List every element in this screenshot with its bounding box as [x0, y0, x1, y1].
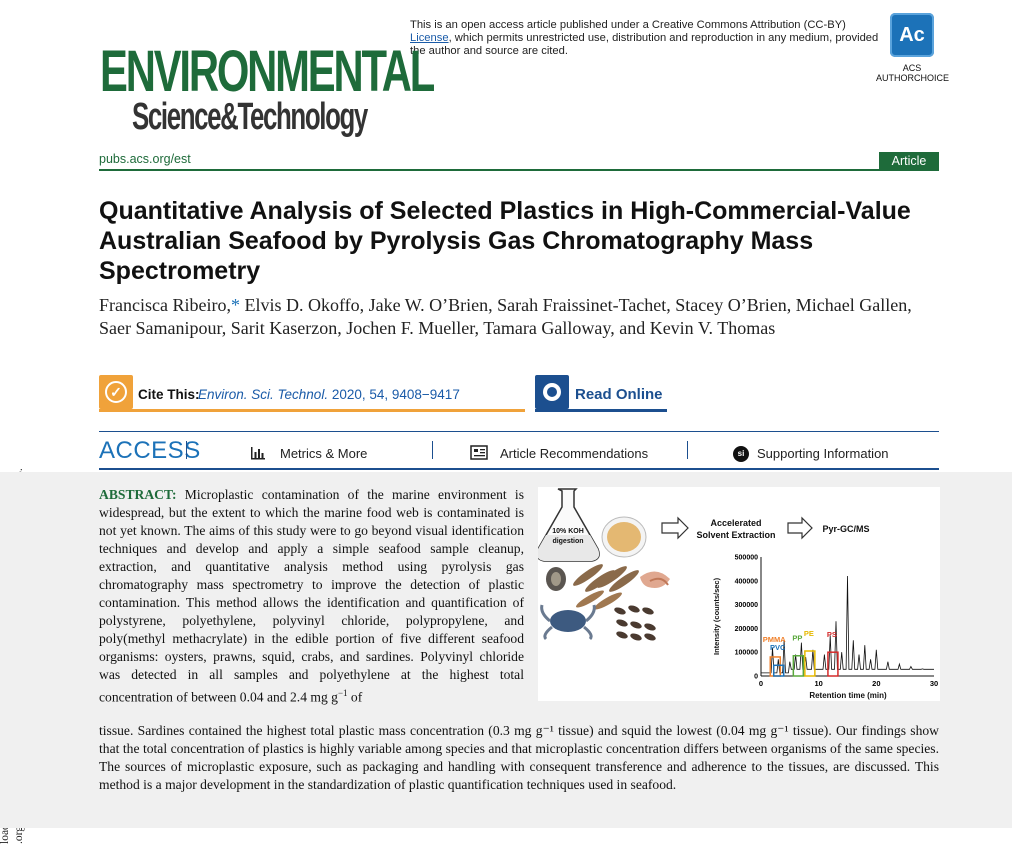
chart-x-tick: 30: [930, 679, 938, 688]
citation-link[interactable]: Environ. Sci. Technol. 2020, 54, 9408−94…: [198, 387, 460, 402]
squid-icon: [576, 590, 622, 610]
peak-label: PP: [792, 634, 802, 643]
abstract-heading: ABSTRACT:: [99, 487, 177, 502]
chart-y-tick: 500000: [735, 555, 758, 562]
journal-url[interactable]: pubs.acs.org/est: [99, 152, 191, 166]
peak-label: PS: [827, 630, 837, 639]
peak-highlight-box: [804, 650, 816, 677]
peak-highlight-box: [827, 651, 839, 677]
flask-icon: 10% KOH digestion: [536, 488, 600, 562]
chart-x-tick: 0: [759, 679, 763, 688]
chart-y-tick: 100000: [735, 650, 758, 657]
article-type-badge: Article: [879, 152, 939, 170]
corresponding-author-star[interactable]: *: [230, 295, 240, 315]
acs-authorchoice-logo: Ac: [890, 13, 934, 57]
abstract-text-continued: tissue. Sardines contained the highest t…: [99, 723, 939, 792]
abstract-text: ABSTRACT: Microplastic contamination of …: [99, 487, 524, 705]
read-online-underline: [535, 409, 667, 412]
author-list: Francisca Ribeiro,* Elvis D. Okoffo, Jak…: [99, 295, 912, 338]
globe-icon[interactable]: [535, 375, 569, 409]
access-bar-bottom-rule: [99, 468, 939, 470]
nav-separator: [432, 441, 433, 459]
flask-label-2: digestion: [552, 538, 583, 545]
header-divider: [99, 169, 939, 171]
supporting-information-link[interactable]: Supporting Information: [757, 446, 889, 461]
sardine-icon: [573, 564, 639, 592]
acs-authorchoice-caption: ACS AUTHORCHOICE: [876, 63, 950, 83]
chart-x-label: Retention time (min): [809, 691, 887, 700]
metrics-more-link[interactable]: Metrics & More: [280, 446, 368, 461]
sample-dish-icon: [601, 516, 647, 558]
flask-label-1: 10% KOH: [552, 528, 584, 535]
process-arrow-icon: [787, 516, 813, 540]
chart-x-tick: 10: [814, 679, 822, 688]
peak-highlight-box: [792, 655, 805, 677]
access-bar-top-rule: [99, 431, 939, 432]
chart-y-label: Intensity (counts/sec): [712, 577, 721, 655]
step-extraction-line2: Solvent Extraction: [696, 530, 775, 540]
cite-this-label: Cite This:: [138, 387, 200, 402]
chromatogram: Intensity (counts/sec) Retention time (m…: [712, 555, 938, 701]
chromatogram-trace: [760, 575, 934, 675]
chart-y-tick: 200000: [735, 626, 758, 633]
step-pyr-gcms: Pyr-GC/MS: [822, 524, 869, 534]
cite-this-icon[interactable]: ✓: [99, 375, 133, 409]
supporting-info-icon: si: [733, 446, 749, 462]
cite-underline: [99, 409, 525, 412]
peak-highlight-box: [772, 664, 785, 677]
bar-chart-icon: [251, 447, 265, 460]
access-separator: [186, 441, 187, 459]
oyster-icon: [546, 567, 566, 591]
license-link[interactable]: License: [410, 32, 449, 44]
peak-label: PE: [804, 629, 814, 638]
chart-y-tick: 300000: [735, 602, 758, 609]
nav-separator: [687, 441, 688, 459]
recommendations-icon: [470, 445, 488, 460]
chart-x-tick: 20: [872, 679, 880, 688]
toc-graphic: 10% KOH digestion Accelerated Solvent Ex…: [536, 487, 940, 701]
access-label: ACCESS: [99, 437, 201, 464]
mussel-icon: [614, 605, 656, 641]
step-extraction-line1: Accelerated: [710, 518, 761, 528]
chart-y-tick: 400000: [735, 578, 758, 585]
article-recommendations-link[interactable]: Article Recommendations: [500, 446, 649, 461]
crab-icon: [540, 604, 596, 641]
peak-label: PMMA: [763, 635, 786, 644]
peak-label: PVC: [770, 643, 786, 652]
journal-logo-science-technology: Science&Technology: [132, 96, 368, 138]
open-access-notice: This is an open access article published…: [410, 19, 879, 57]
article-title: Quantitative Analysis of Selected Plasti…: [99, 197, 911, 285]
toc-graphic-svg: 10% KOH digestion Accelerated Solvent Ex…: [536, 488, 938, 701]
journal-logo-environmental: ENVIRONMENTAL: [100, 39, 435, 104]
process-arrow-icon: [661, 516, 689, 540]
chart-y-tick: 0: [754, 674, 758, 681]
prawn-icon: [640, 571, 670, 588]
read-online-button[interactable]: Read Online: [575, 386, 663, 403]
